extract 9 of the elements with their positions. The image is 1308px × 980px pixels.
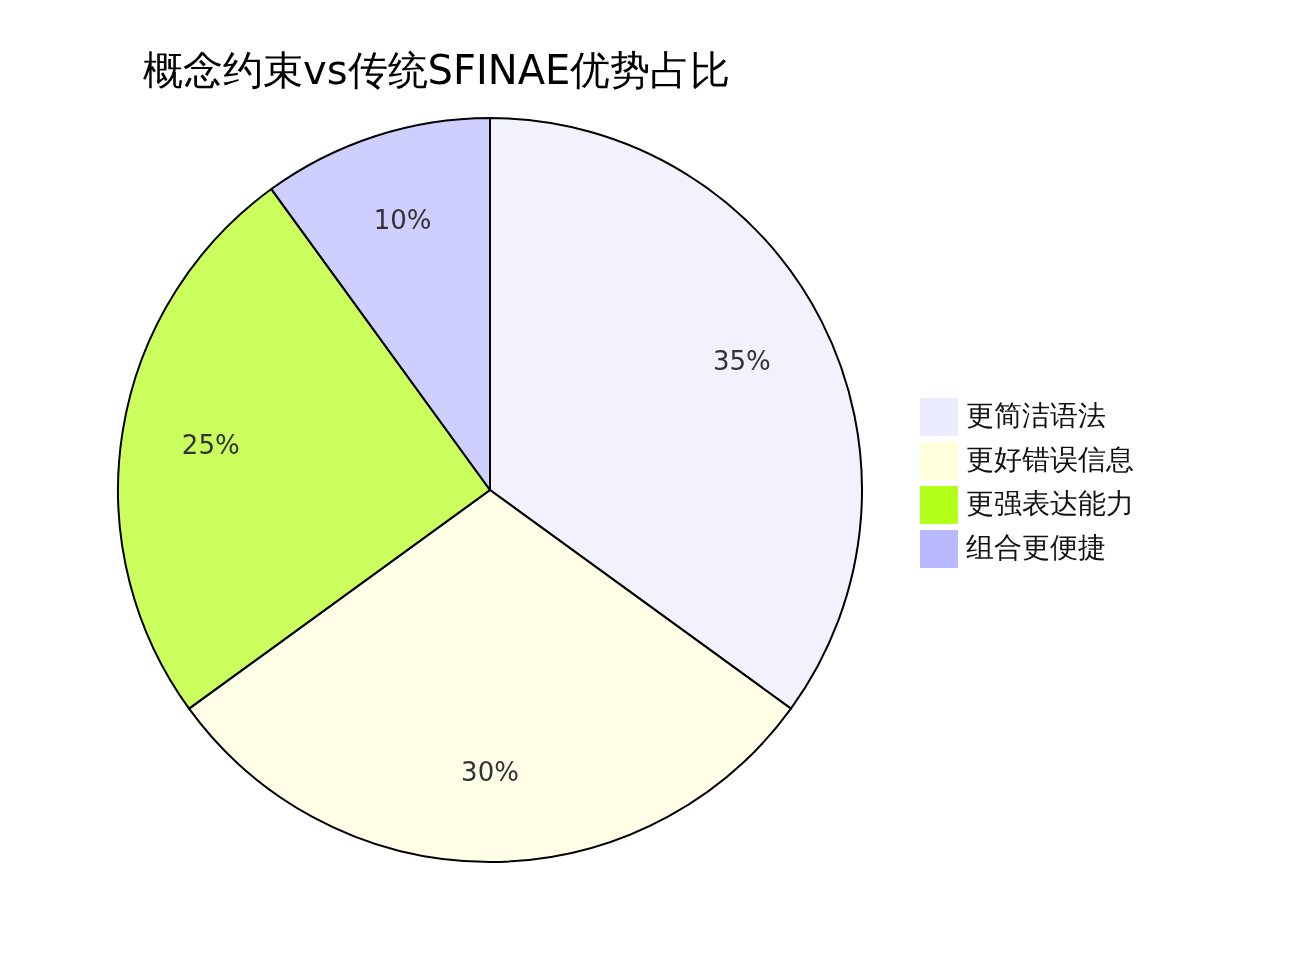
data-label: 10% — [373, 205, 432, 236]
data-label: 25% — [181, 429, 240, 460]
legend-label: 更简洁语法 — [966, 399, 1106, 432]
chart-title: 概念约束vs传统SFINAE优势占比 — [143, 47, 731, 93]
data-label: 30% — [461, 756, 519, 787]
legend-label: 更好错误信息 — [966, 443, 1134, 476]
legend-label: 组合更便捷 — [966, 531, 1106, 564]
data-label: 35% — [713, 345, 771, 376]
legend-label: 更强表达能力 — [966, 487, 1134, 520]
